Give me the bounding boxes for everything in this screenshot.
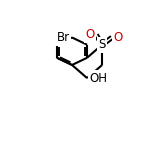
Text: F: F bbox=[84, 27, 90, 40]
Text: Br: Br bbox=[57, 31, 70, 44]
Text: O: O bbox=[85, 28, 95, 41]
Text: O: O bbox=[114, 31, 123, 44]
Text: S: S bbox=[98, 38, 106, 51]
Text: OH: OH bbox=[89, 72, 107, 85]
